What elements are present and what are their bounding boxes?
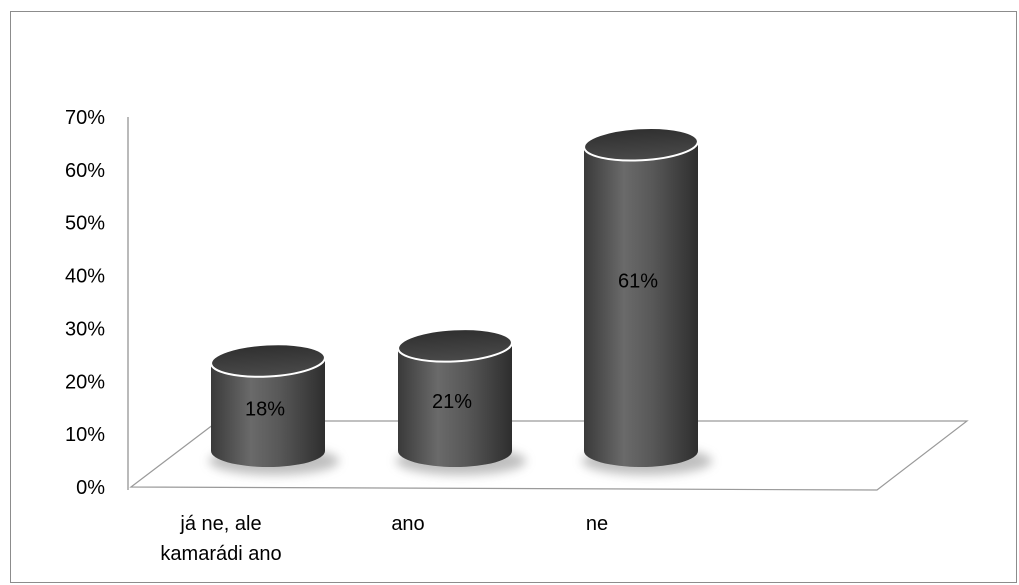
y-tick-label: 20%: [65, 371, 105, 393]
bar-cap: [210, 343, 326, 378]
y-tick-label: 40%: [65, 266, 105, 288]
x-category-label: ano: [391, 513, 424, 535]
bar-body: [211, 360, 325, 467]
bar: 18%: [209, 343, 339, 475]
bar-cap: [583, 127, 699, 162]
bar-body: [398, 345, 512, 467]
bar-cap: [397, 328, 513, 363]
y-tick-label: 50%: [65, 213, 105, 235]
bar: 21%: [396, 328, 526, 475]
y-tick-label: 10%: [65, 424, 105, 446]
bar: 61%: [582, 127, 712, 475]
y-tick-label: 60%: [65, 160, 105, 182]
bar-body: [584, 144, 698, 467]
data-label: 21%: [432, 391, 472, 413]
x-category-label: já ne, ale kamarádi ano: [160, 513, 281, 565]
y-tick-label: 70%: [65, 107, 105, 129]
x-category-label: ne: [586, 513, 608, 535]
y-tick-label: 0%: [76, 477, 105, 499]
data-label: 18%: [245, 399, 285, 421]
data-label: 61%: [618, 271, 658, 293]
chart-floor: [129, 420, 969, 491]
y-tick-label: 30%: [65, 318, 105, 340]
